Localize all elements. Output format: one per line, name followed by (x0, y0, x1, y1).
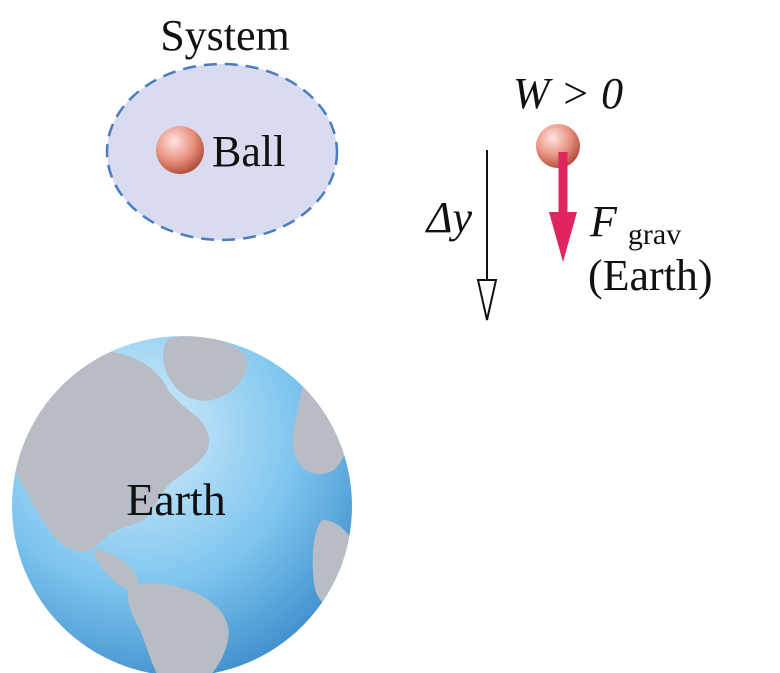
force-subscript: grav (628, 218, 681, 251)
earth-label: Earth (126, 474, 226, 525)
force-label: F grav (589, 197, 681, 251)
force-source-label: (Earth) (588, 251, 713, 300)
force-symbol: F (589, 197, 618, 246)
system-ball-icon (156, 126, 204, 174)
gravity-force-arrow-icon (549, 152, 577, 262)
falling-ball-icon (536, 124, 580, 168)
displacement-arrow-icon (476, 150, 498, 321)
earth-globe-icon (12, 336, 352, 673)
work-label: W > 0 (513, 69, 623, 118)
system-boundary (105, 62, 339, 242)
delta-y-label: Δy (425, 193, 473, 242)
ball-label: Ball (212, 127, 285, 176)
system-label: System (160, 11, 290, 60)
